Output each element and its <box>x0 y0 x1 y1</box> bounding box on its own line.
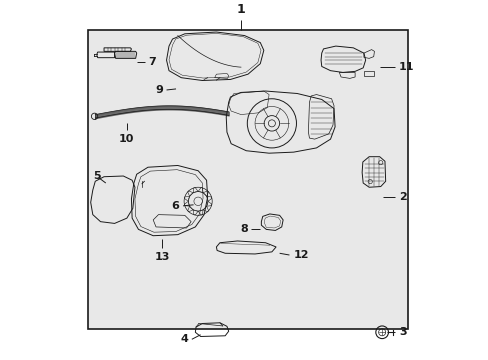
Text: 3: 3 <box>398 327 406 337</box>
Text: 7: 7 <box>148 57 155 67</box>
Text: 13: 13 <box>154 252 169 261</box>
Text: 1: 1 <box>236 3 245 16</box>
Text: 5: 5 <box>93 171 101 181</box>
Text: 12: 12 <box>293 250 308 260</box>
Text: 9: 9 <box>156 85 163 95</box>
Text: 2: 2 <box>398 192 406 202</box>
Text: 6: 6 <box>171 201 179 211</box>
Text: 8: 8 <box>240 224 247 234</box>
Text: 4: 4 <box>180 334 188 344</box>
Bar <box>88 30 407 329</box>
Text: 11: 11 <box>398 62 414 72</box>
Text: 10: 10 <box>119 134 134 144</box>
